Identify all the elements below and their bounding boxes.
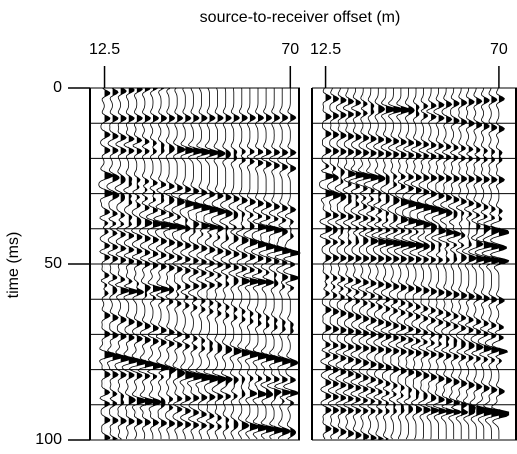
trace-fill — [400, 88, 411, 440]
y-tick-label: 100 — [35, 431, 62, 448]
x-tick-label: 12.5 — [310, 41, 341, 58]
y-tick-label: 0 — [53, 79, 62, 96]
x-tick-label: 70 — [490, 41, 508, 58]
trace-fill — [249, 88, 260, 440]
trace-fill — [233, 88, 242, 440]
y-axis-label: time (ms) — [5, 232, 22, 299]
trace-fill — [241, 88, 251, 440]
trace-fill — [491, 88, 502, 440]
x-tick-label: 70 — [281, 41, 299, 58]
trace-fill — [333, 88, 341, 440]
trace-fill — [325, 88, 336, 440]
trace-fill — [498, 88, 509, 440]
trace-fill — [363, 88, 374, 440]
trace-fill — [355, 88, 366, 440]
trace-fill — [225, 88, 233, 440]
trace-fill — [416, 88, 426, 440]
x-tick-label: 12.5 — [89, 41, 120, 58]
trace-fill — [112, 88, 123, 440]
trace-fill — [408, 88, 419, 440]
trace-fill — [393, 88, 404, 440]
chart-title: source-to-receiver offset (m) — [200, 9, 401, 26]
trace-fill — [348, 88, 356, 440]
y-tick-label: 50 — [44, 255, 62, 272]
